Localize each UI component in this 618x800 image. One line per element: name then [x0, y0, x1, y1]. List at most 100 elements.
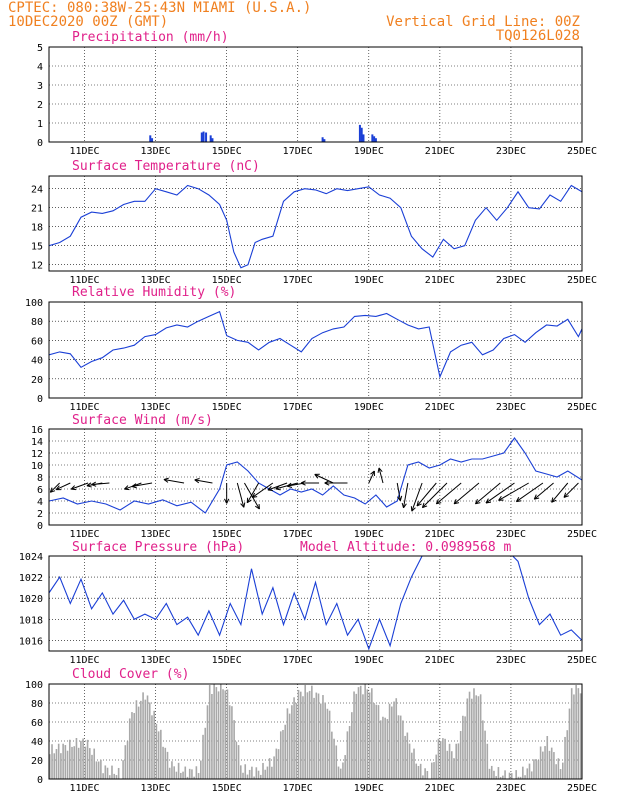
cloud-bar	[510, 773, 513, 779]
wind-xtick-label: 17DEC	[283, 529, 313, 540]
cloud-bar	[553, 752, 555, 779]
cloud-bar	[82, 738, 84, 779]
precip-bar	[373, 136, 376, 142]
cloud-bar	[579, 693, 582, 779]
cloud-bar	[104, 765, 107, 779]
rh-xtick-label: 23DEC	[496, 402, 526, 413]
wind-series	[49, 437, 582, 514]
cloud-bar	[473, 688, 475, 779]
precip-bar	[149, 135, 152, 142]
cloud-bar	[324, 702, 326, 779]
cloud-bar	[111, 765, 113, 779]
cloud-bar	[206, 705, 209, 779]
cloud-bar	[271, 766, 273, 779]
cloud-bar	[419, 763, 422, 779]
cloud-bar	[344, 755, 346, 779]
cloud-bar	[573, 694, 575, 779]
wind-frame	[48, 428, 583, 526]
cloud-series	[49, 684, 582, 779]
cloud-bar	[442, 738, 444, 779]
cloud-bar	[157, 731, 160, 779]
wind-arrow	[91, 481, 110, 487]
wind-xtick-label: 25DEC	[567, 529, 597, 540]
cloud-bar	[84, 746, 87, 779]
wind-ytick-label: 4	[37, 497, 43, 508]
cloud-bar	[106, 767, 109, 779]
precip-bar	[360, 127, 363, 142]
wind-arrow	[236, 482, 246, 508]
precip-ytick-label: 0	[37, 138, 43, 149]
precip-bar	[374, 138, 377, 142]
cloud-bar	[55, 749, 58, 779]
cloud-bar	[388, 703, 391, 779]
wind-arrow	[485, 482, 515, 504]
cloud-bar	[180, 772, 182, 779]
cloud-bar	[151, 715, 153, 779]
cloud-bar	[284, 724, 287, 779]
cloud-bar	[226, 689, 229, 779]
wind-ytick-label: 14	[31, 437, 43, 448]
cloud-bar	[286, 708, 289, 779]
cloud-bar	[222, 689, 224, 779]
cloud-bar	[71, 746, 73, 779]
cloud-bar	[49, 754, 51, 779]
cloud-bar	[457, 743, 460, 779]
temp-panel: 12 15 18 21 24 11DEC 13DEC 15DEC 17DEC 19DEC 21DEC…	[31, 175, 597, 286]
precip-bar	[205, 132, 208, 142]
cloud-bar	[351, 712, 353, 779]
cloud-bar	[475, 695, 477, 779]
wind-arrows	[49, 467, 579, 512]
cloud-bar	[102, 773, 104, 779]
cloud-bar	[455, 743, 458, 779]
cloud-bar	[293, 697, 295, 779]
cloud-ytick-label: 0	[37, 775, 43, 786]
cloud-xtick-label: 15DEC	[212, 783, 242, 794]
precip-frame	[48, 46, 583, 143]
cloud-bar	[375, 704, 378, 779]
pres-xtick-label: 23DEC	[496, 655, 526, 666]
cloud-bar	[122, 760, 124, 779]
precip-xtick-label: 21DEC	[425, 146, 455, 157]
cloud-bar	[426, 771, 429, 779]
cloud-bar	[482, 720, 484, 779]
cloud-bar	[373, 703, 375, 779]
cloud-bar	[268, 758, 271, 779]
header-datetime: 10DEC2020 00Z (GMT)	[8, 14, 168, 30]
wind-arrow	[131, 482, 153, 489]
cloud-bar	[353, 691, 355, 779]
cloud-bar	[364, 684, 366, 779]
wind-xtick-label: 23DEC	[496, 529, 526, 540]
cloud-bar	[493, 770, 495, 779]
cloud-bar	[242, 772, 244, 779]
rh-ytick-label: 80	[31, 317, 43, 328]
cloud-bar	[275, 748, 278, 779]
cloud-bar	[415, 763, 418, 779]
cloud-ytick-label: 20	[31, 756, 43, 767]
cloud-bar	[397, 715, 400, 779]
cloud-panel: 0 20 40 60 80 100 11DEC 13DEC 15DEC 17DEC 19DEC 21D…	[25, 680, 597, 794]
wind-arrow	[410, 482, 423, 512]
wind-arrow	[453, 482, 480, 505]
cloud-bar	[515, 770, 517, 779]
cloud-bar	[386, 719, 389, 779]
precip-panel: 0 1 2 3 4 5 11DEC 13DEC 15DEC 17DEC 19DEC 21DEC 23DE…	[37, 43, 597, 157]
cloud-bar	[153, 710, 155, 779]
cloud-bar	[204, 727, 207, 779]
cloud-bar	[77, 747, 80, 779]
cloud-bar	[244, 764, 247, 779]
cloud-bar	[60, 753, 62, 779]
temp-ytick-label: 24	[31, 185, 43, 196]
cloud-bar	[408, 743, 411, 779]
cloud-bar	[200, 760, 202, 779]
wind-arrow	[421, 482, 448, 509]
cloud-bar	[439, 741, 442, 779]
precip-bar	[209, 135, 212, 142]
cloud-bar	[253, 776, 255, 779]
cloud-bar	[177, 762, 180, 779]
cloud-bar	[433, 762, 435, 779]
temp-ytick-label: 12	[31, 261, 43, 272]
pres-ytick-label: 1022	[19, 573, 43, 584]
cloud-bar	[464, 716, 466, 779]
cloud-xtick-label: 19DEC	[354, 783, 384, 794]
cloud-bar	[166, 751, 169, 779]
